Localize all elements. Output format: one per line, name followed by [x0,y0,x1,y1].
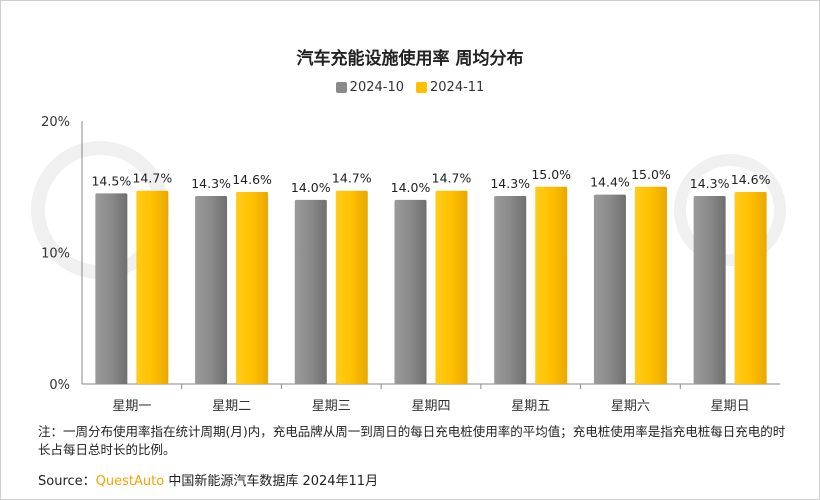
bar-2024-10-星期四 [394,199,427,384]
x-tick-label: 星期一 [112,399,151,414]
data-label: 14.0% [391,180,431,195]
x-tick-label: 星期五 [511,399,550,414]
data-label: 14.7% [132,171,172,186]
x-tick-label: 星期二 [212,399,251,414]
x-tick-label: 星期六 [611,399,650,414]
bar-2024-10-星期二 [195,195,228,384]
y-tick-label: 0% [49,378,70,393]
data-label: 14.5% [91,173,131,188]
y-tick-label: 20% [41,115,70,130]
source-line: Source：QuestAuto 中国新能源汽车数据库 2024年11月 [38,470,378,489]
data-label: 14.3% [490,176,530,191]
chart-legend: 2024-10 2024-11 [0,80,820,95]
bar-2024-11-星期一 [136,190,169,384]
legend-label-2024-11: 2024-11 [430,80,485,95]
bar-2024-10-星期六 [593,194,626,384]
bar-2024-10-星期三 [294,199,327,384]
bar-2024-10-星期日 [693,195,726,384]
bar-2024-11-星期五 [535,186,568,384]
data-label: 15.0% [631,167,671,182]
y-tick-label: 10% [41,247,70,262]
bar-2024-11-星期日 [734,192,767,384]
legend-swatch-2024-10 [335,82,347,93]
bar-2024-11-星期三 [335,190,368,384]
data-label: 14.6% [731,172,771,187]
bar-2024-10-星期一 [95,193,128,384]
source-label: Source： [38,474,96,489]
x-tick-label: 星期日 [711,399,750,414]
data-label: 14.7% [332,171,372,186]
data-label: 14.4% [590,175,630,190]
footnote: 注：一周分布使用率指在统计周期(月)内，充电品牌从周一到周日的每日充电桩使用率的… [38,424,786,457]
data-label: 14.3% [690,176,730,191]
chart-title: 汽车充能设施使用率 周均分布 [296,49,524,69]
data-label: 14.3% [191,176,231,191]
bar-2024-11-星期六 [634,186,667,384]
legend-item-2024-10: 2024-10 [335,80,404,95]
bar-2024-10-星期五 [494,195,527,384]
legend-label-2024-10: 2024-10 [349,80,404,95]
data-label: 14.7% [432,171,472,186]
x-tick-label: 星期三 [312,399,351,414]
source-brand: QuestAuto [95,474,165,489]
data-label: 14.6% [232,172,272,187]
bar-2024-11-星期二 [236,192,269,384]
data-label: 15.0% [531,167,571,182]
legend-swatch-2024-11 [416,82,427,93]
bar-2024-11-星期四 [435,190,468,384]
data-label: 14.0% [291,180,331,195]
legend-item-2024-11: 2024-11 [416,80,484,95]
x-tick-label: 星期四 [411,399,450,414]
source-text: 中国新能源汽车数据库 2024年11月 [164,474,379,489]
